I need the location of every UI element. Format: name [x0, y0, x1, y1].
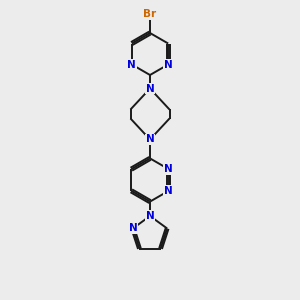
Text: N: N	[164, 59, 172, 70]
Text: N: N	[164, 186, 173, 196]
Text: N: N	[128, 59, 136, 70]
Text: N: N	[146, 134, 154, 145]
Text: Br: Br	[143, 9, 157, 20]
Text: N: N	[164, 164, 173, 174]
Text: N: N	[146, 83, 154, 94]
Text: N: N	[128, 224, 137, 233]
Text: N: N	[146, 211, 154, 221]
